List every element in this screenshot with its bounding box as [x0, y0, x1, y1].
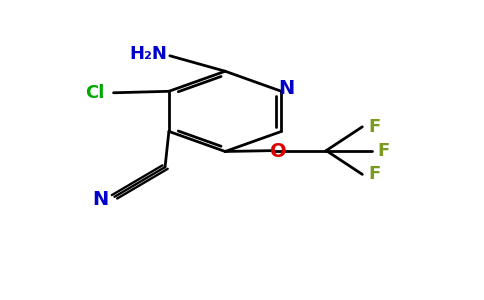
Text: N: N — [92, 190, 108, 209]
Text: F: F — [378, 142, 390, 160]
Text: F: F — [368, 118, 380, 136]
Text: O: O — [270, 142, 287, 161]
Text: H₂N: H₂N — [129, 45, 167, 63]
Text: Cl: Cl — [86, 84, 105, 102]
Text: N: N — [278, 79, 294, 98]
Text: F: F — [368, 165, 380, 183]
